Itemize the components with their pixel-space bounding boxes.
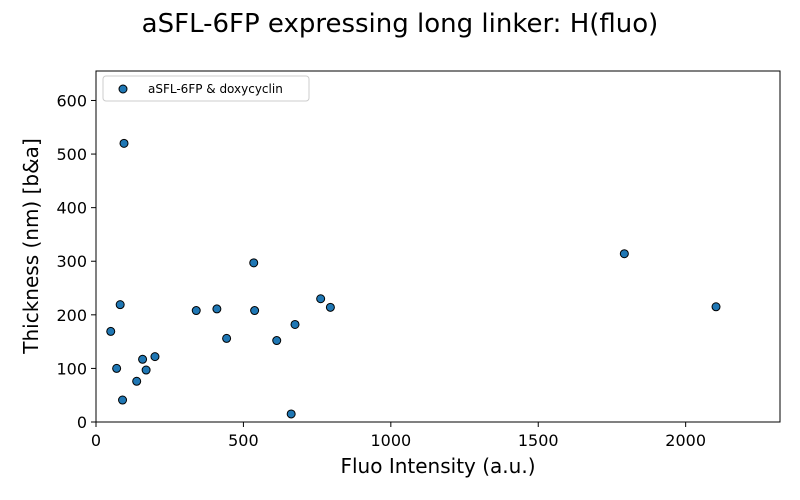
data-point [286, 409, 296, 419]
y-tick-label: 100 [56, 359, 87, 378]
data-point [290, 319, 300, 329]
y-tick-label: 600 [56, 91, 87, 110]
data-point [212, 304, 222, 314]
data-point [711, 302, 721, 312]
data-point [250, 306, 260, 316]
data-point [132, 376, 142, 386]
x-tick-label: 500 [228, 431, 259, 450]
data-point [119, 138, 129, 148]
data-point [150, 352, 160, 362]
plot-area [96, 71, 780, 422]
x-tick-label: 1500 [518, 431, 559, 450]
data-point [249, 258, 259, 268]
data-point [118, 395, 128, 405]
data-point [112, 363, 122, 373]
legend-marker [118, 84, 128, 94]
data-point [106, 326, 116, 336]
x-tick-label: 0 [91, 431, 101, 450]
x-tick-label: 2000 [665, 431, 706, 450]
y-tick-label: 0 [77, 413, 87, 432]
data-point [325, 302, 335, 312]
y-tick-label: 200 [56, 306, 87, 325]
axis-ticks: 0 500 1000 1500 2000 0 100 200 300 400 500 600 [56, 91, 706, 450]
plot-frame [95, 70, 781, 423]
y-axis-label: Thickness (nm) [b&a] [19, 138, 43, 354]
data-point [316, 294, 326, 304]
x-tick-label: 1000 [370, 431, 411, 450]
data-point [141, 365, 151, 375]
data-point [138, 354, 148, 364]
y-tick-label: 500 [56, 145, 87, 164]
data-points [106, 138, 721, 419]
chart-title: aSFL-6FP expressing long linker: H(fluo) [142, 9, 659, 39]
data-point [191, 306, 201, 316]
y-tick-label: 300 [56, 252, 87, 271]
data-point [222, 333, 232, 343]
data-point [272, 336, 282, 346]
x-axis-label: Fluo Intensity (a.u.) [341, 454, 536, 478]
y-tick-label: 400 [56, 199, 87, 218]
data-point [619, 249, 629, 259]
legend-label: aSFL-6FP & doxycyclin [148, 82, 283, 96]
legend-box [102, 75, 310, 102]
data-point [115, 300, 125, 310]
legend: aSFL-6FP & doxycyclin [102, 75, 310, 102]
